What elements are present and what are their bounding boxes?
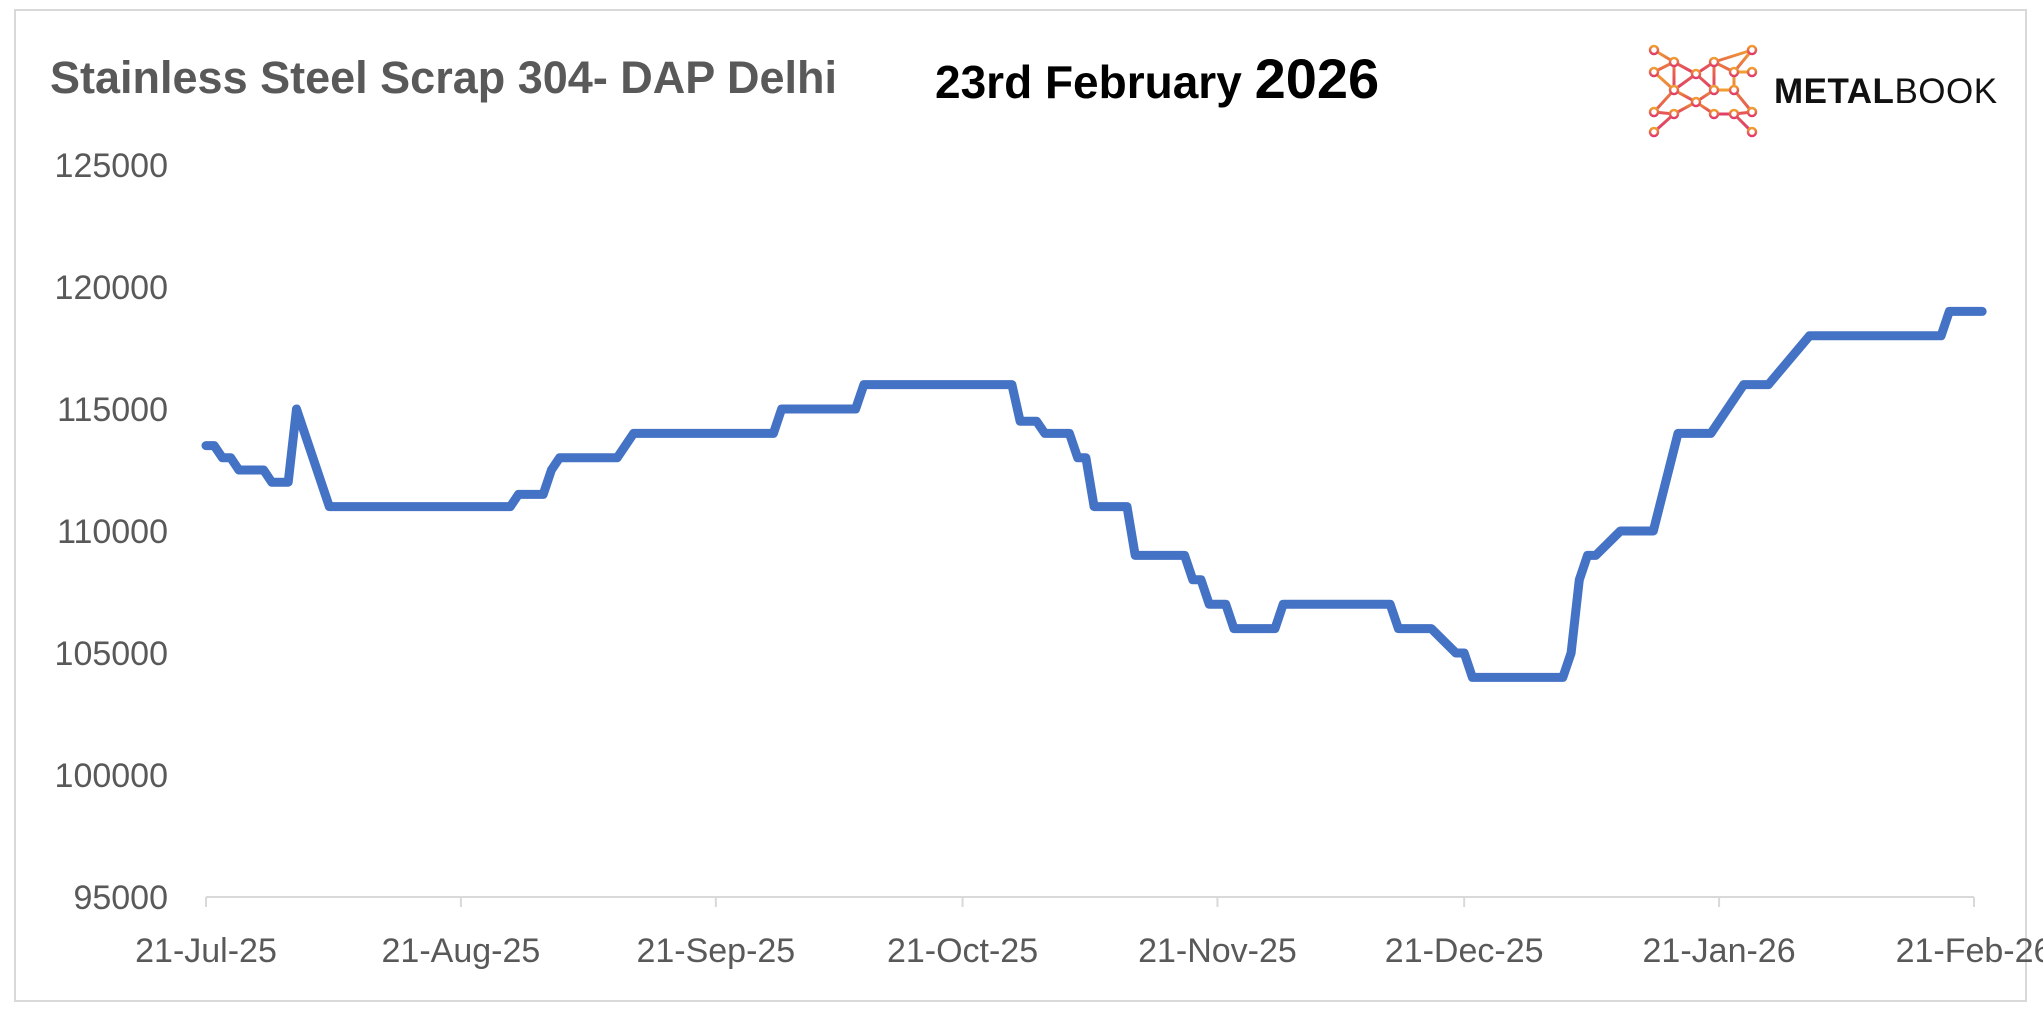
x-tick-label: 21-Jan-26 xyxy=(1643,932,1796,970)
y-tick-label: 125000 xyxy=(55,147,168,185)
metalbook-logo: METALBOOK xyxy=(1648,42,1997,142)
chart-date: 23rd February 2026 xyxy=(935,46,1379,111)
x-tick-label: 21-Dec-25 xyxy=(1385,932,1544,970)
y-tick-label: 110000 xyxy=(57,513,168,551)
wordmark-part-metal: METAL xyxy=(1774,72,1895,111)
x-tick-label: 21-Aug-25 xyxy=(382,932,541,970)
y-axis: 95000 100000 105000 110000 115000 120000 12500… xyxy=(55,147,168,917)
x-axis: 21-Jul-25 21-Aug-25 21-Sep-25 21-Oct-25 21-N… xyxy=(135,896,2043,970)
y-tick-label: 115000 xyxy=(57,391,168,429)
series-layer xyxy=(201,306,1987,682)
y-tick-label: 100000 xyxy=(55,757,168,795)
x-tick-label: 21-Jul-25 xyxy=(135,932,277,970)
metalbook-logo-mark-icon xyxy=(1648,44,1758,138)
chart-date-day-month: 23rd February xyxy=(935,56,1255,108)
metalbook-wordmark: METALBOOK xyxy=(1774,72,1998,112)
series-line xyxy=(201,306,1987,682)
x-tick-label: 21-Sep-25 xyxy=(636,932,795,970)
y-tick-label: 95000 xyxy=(73,879,168,917)
x-tick-label: 21-Oct-25 xyxy=(887,932,1038,970)
x-tick-label: 21-Feb-26 xyxy=(1896,932,2043,970)
chart-title: Stainless Steel Scrap 304- DAP Delhi xyxy=(50,52,838,103)
chart-date-year: 2026 xyxy=(1254,47,1380,110)
x-tick-label: 21-Nov-25 xyxy=(1138,932,1297,970)
y-tick-label: 105000 xyxy=(55,635,168,673)
wordmark-part-book: BOOK xyxy=(1894,72,1998,111)
y-tick-label: 120000 xyxy=(55,269,168,307)
